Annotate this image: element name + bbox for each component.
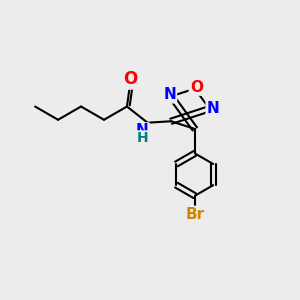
Text: Br: Br [185, 207, 204, 222]
Text: N: N [136, 124, 148, 139]
Text: N: N [207, 101, 219, 116]
Text: H: H [136, 131, 148, 145]
Text: O: O [123, 70, 137, 88]
Text: O: O [190, 80, 203, 94]
Text: N: N [163, 87, 176, 102]
